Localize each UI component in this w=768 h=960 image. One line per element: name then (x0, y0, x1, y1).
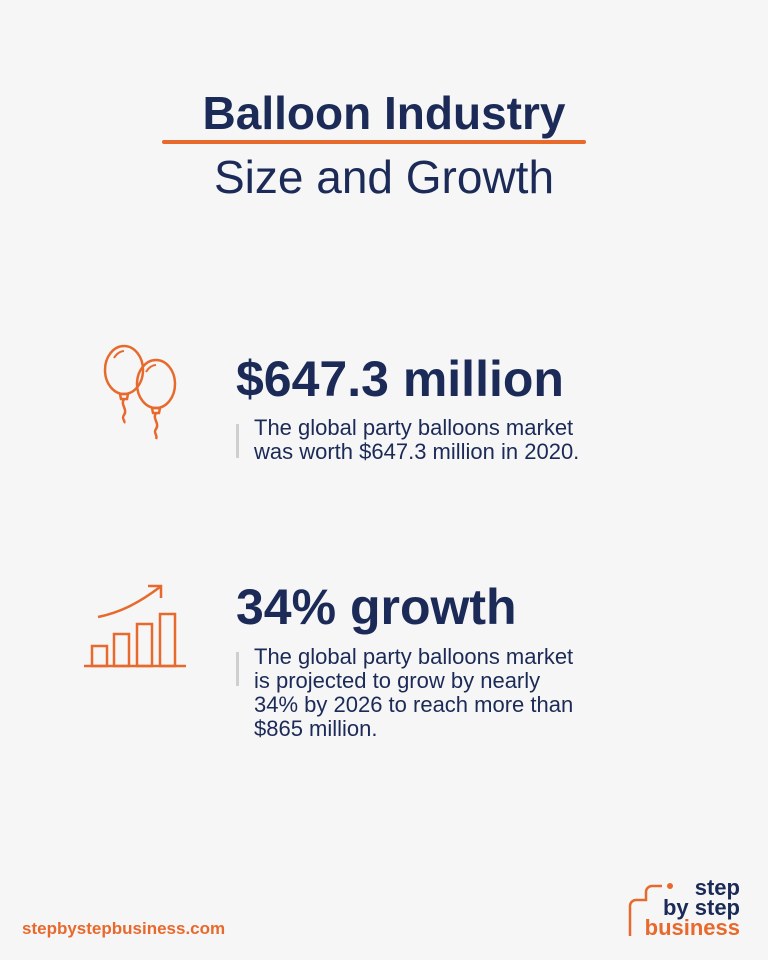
stat-description-market-size: The global party balloons market was wor… (254, 416, 579, 464)
title-underline (162, 140, 586, 144)
description-line: is projected to grow by nearly (254, 668, 541, 693)
logo-text-business: business (644, 915, 740, 940)
description-line: was worth $647.3 million in 2020. (254, 439, 580, 464)
brand-logo: step by step business (620, 875, 740, 940)
logo-text-by-step: by step (662, 895, 740, 920)
stat-description-growth: The global party balloons market is proj… (254, 645, 573, 741)
title-line-2: Size and Growth (213, 151, 555, 203)
description-line: $865 million. (254, 716, 378, 741)
description-line: 34% by 2026 to reach more than (254, 692, 574, 717)
balloons-icon (103, 344, 177, 440)
description-line: The global party balloons market (254, 415, 574, 440)
growth-chart-icon (84, 584, 186, 668)
title-line-1: Balloon Industry (202, 87, 566, 139)
description-line: The global party balloons market (254, 644, 574, 669)
divider-bar (236, 424, 239, 458)
logo-text-step: step (694, 875, 740, 900)
stat-headline-market-size: $647.3 million (236, 351, 564, 407)
stat-headline-growth: 34% growth (236, 579, 517, 635)
website-link[interactable]: stepbystepbusiness.com (22, 919, 226, 938)
divider-bar (236, 652, 239, 686)
logo-steps-icon (628, 883, 673, 936)
